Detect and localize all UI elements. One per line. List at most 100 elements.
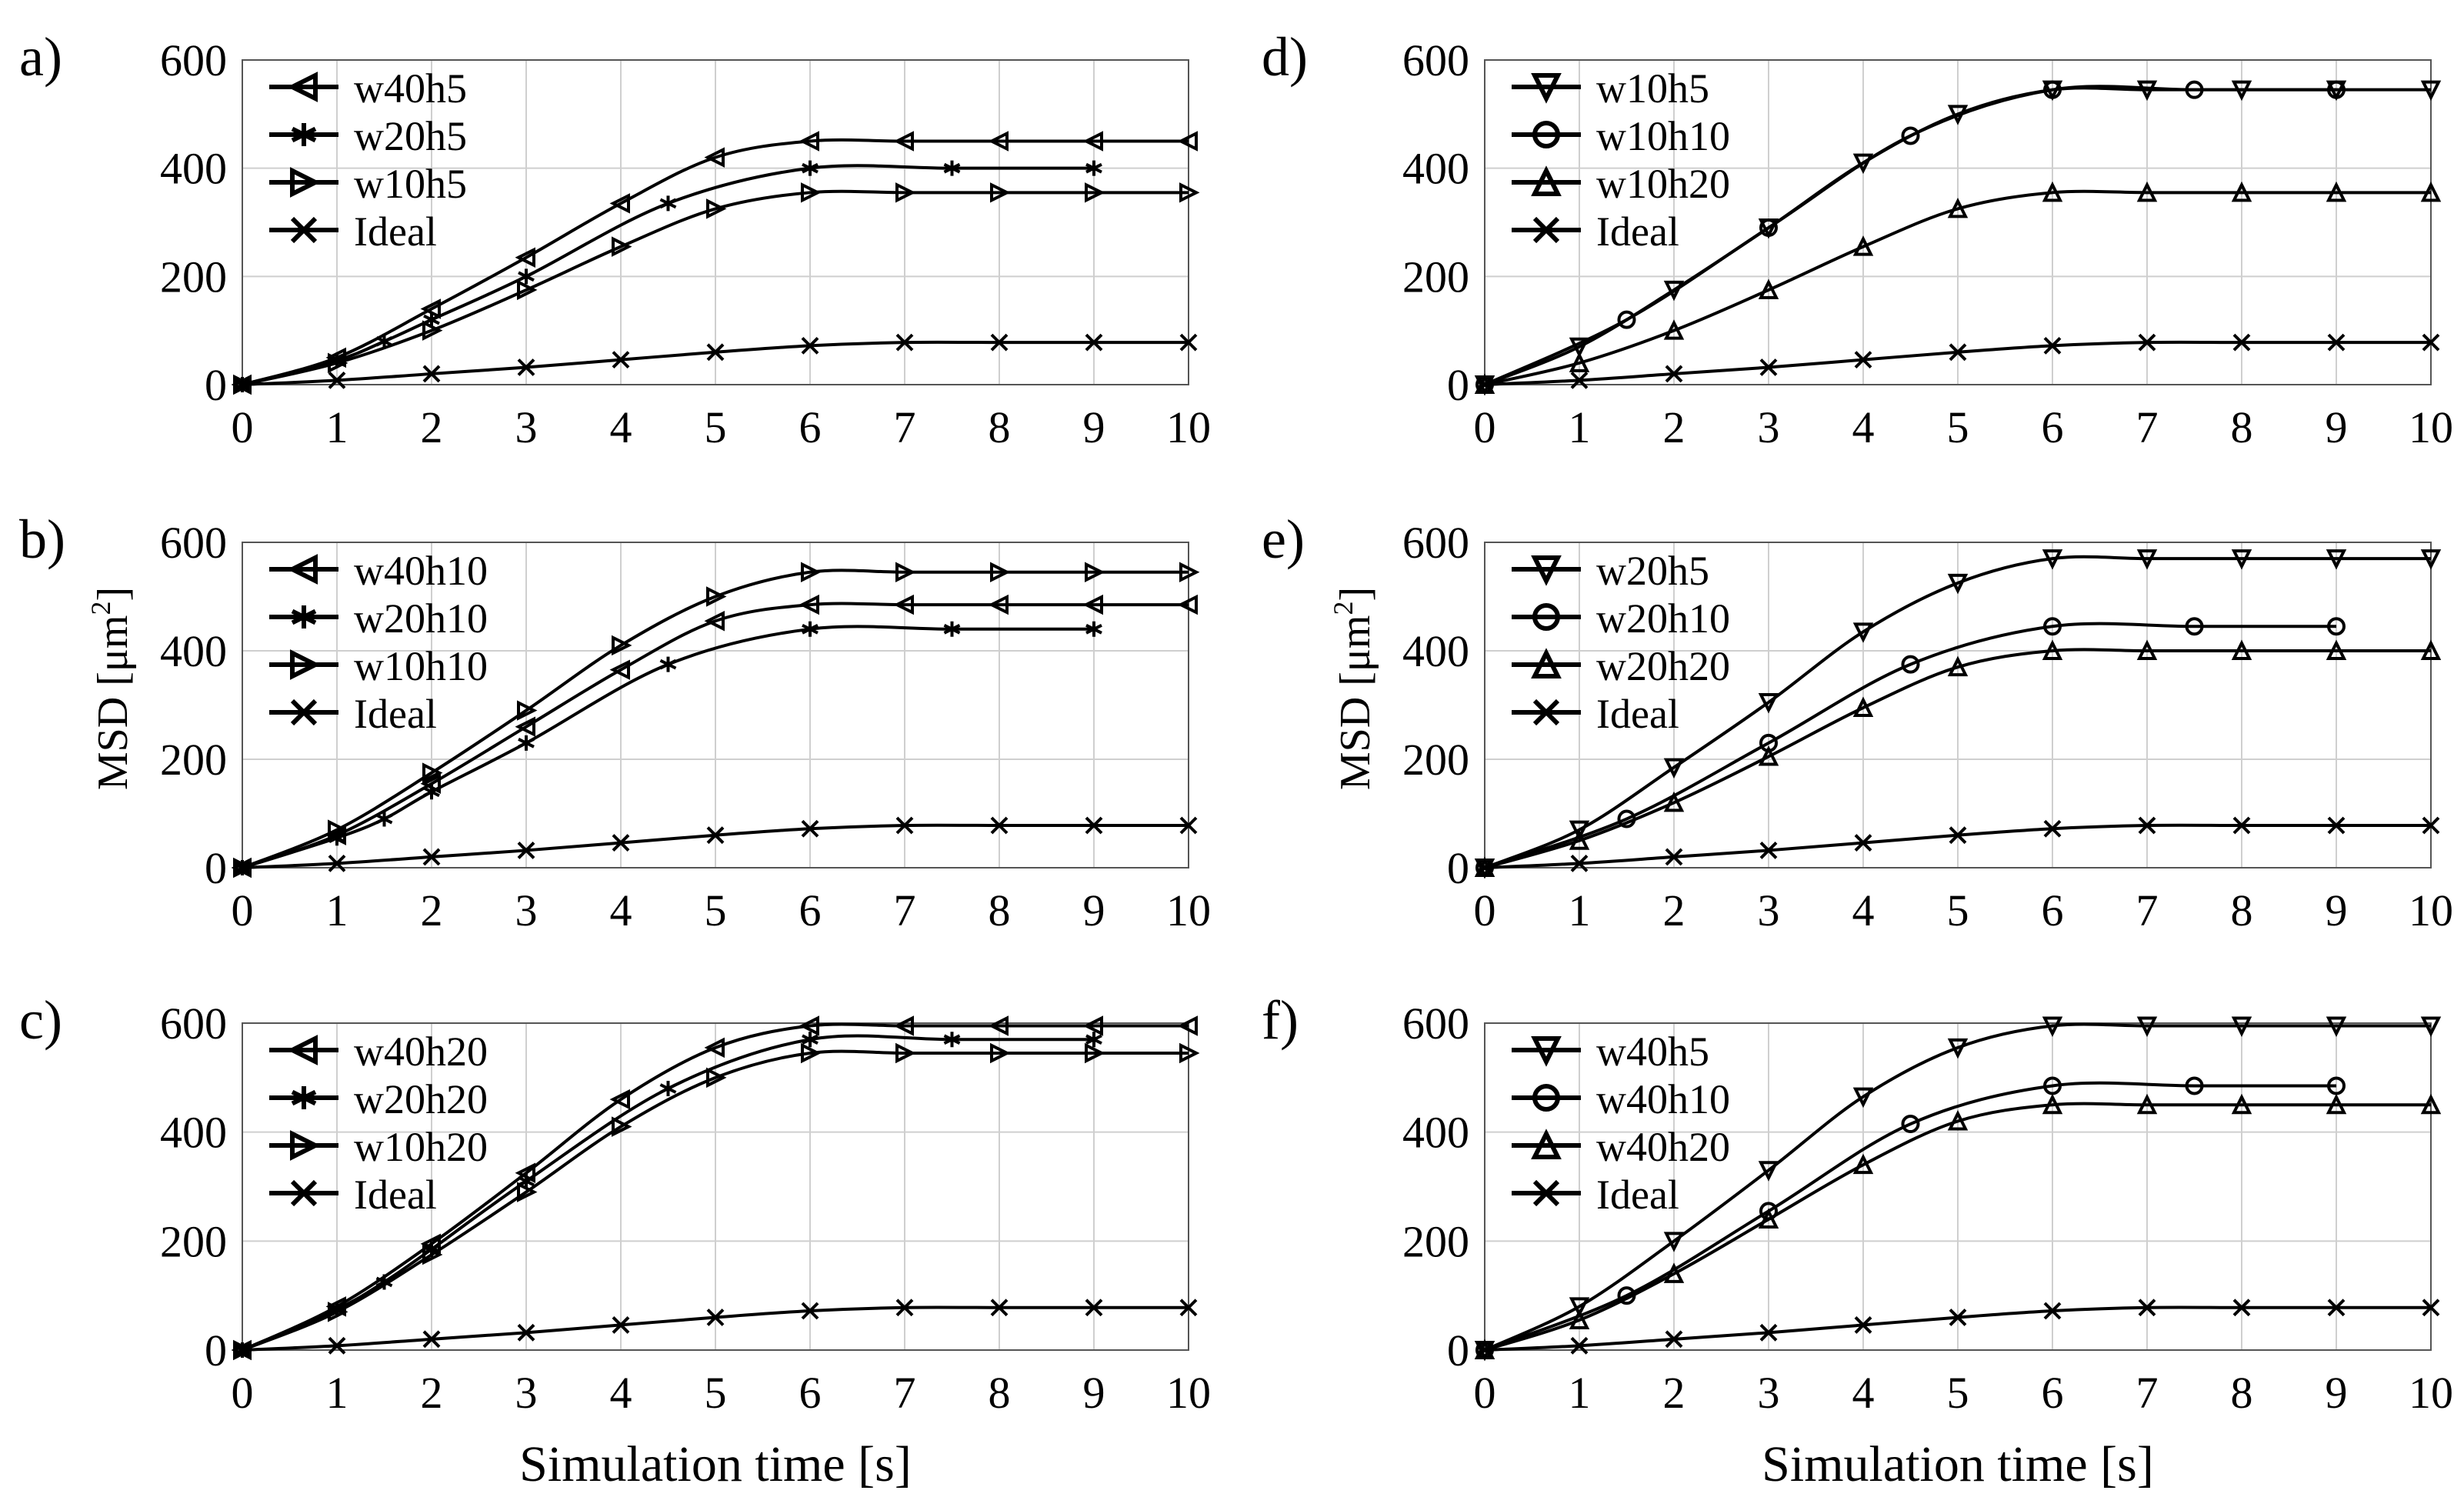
legend-label: Ideal xyxy=(354,1172,437,1218)
legend-entry: Ideal xyxy=(269,691,437,737)
x-tick-label: 4 xyxy=(1852,1368,1875,1418)
legend-marker xyxy=(291,1086,317,1109)
data-point xyxy=(1759,1323,1778,1342)
legend-entry: Ideal xyxy=(269,1172,437,1218)
data-point xyxy=(1854,834,1872,852)
y-tick-label: 400 xyxy=(1402,144,1469,194)
xlabel-left: Simulation time [s] xyxy=(519,1436,912,1492)
x-tick-label: 7 xyxy=(894,402,916,452)
series-w10h10 xyxy=(233,562,1200,879)
data-point xyxy=(2422,1299,2440,1317)
legend-marker xyxy=(291,605,317,628)
data-point xyxy=(1665,1330,1683,1349)
data-point xyxy=(2327,333,2346,352)
data-point xyxy=(988,594,1009,615)
ylabel-right: MSD [μm2] xyxy=(1328,587,1379,790)
data-point xyxy=(1949,826,1967,845)
data-point xyxy=(612,1116,632,1137)
series-line xyxy=(242,568,1189,869)
data-point xyxy=(422,762,443,783)
legend-marker xyxy=(290,167,321,198)
data-point xyxy=(2138,333,2156,352)
chart-panel-b: b) 0 1 2 3 4 5 6 7 8 9 10 0 200 400 600 w40h10w20h10w10h… xyxy=(19,508,1211,935)
legend-marker xyxy=(1531,1129,1562,1159)
series-w10h20 xyxy=(1474,181,2442,394)
x-tick-label: 2 xyxy=(1663,885,1685,935)
panel-label: a) xyxy=(19,26,62,88)
legend-entry: w10h20 xyxy=(269,1124,488,1170)
series-w20h5 xyxy=(234,160,1102,392)
legend-label: w10h5 xyxy=(354,161,467,207)
plot-frame xyxy=(1484,1022,2432,1351)
data-point xyxy=(1569,1297,1590,1318)
data-point xyxy=(517,1323,535,1342)
data-point xyxy=(893,594,914,615)
data-point xyxy=(2327,80,2346,99)
data-point xyxy=(801,1302,819,1320)
x-tick-label: 0 xyxy=(232,402,254,452)
data-point xyxy=(1475,375,1494,394)
legend-label: w10h10 xyxy=(354,643,488,689)
data-point xyxy=(517,279,538,301)
data-point xyxy=(706,1067,727,1089)
data-point xyxy=(1852,1153,1874,1175)
data-point xyxy=(518,735,535,751)
data-point xyxy=(2232,333,2251,352)
legend-entry: Ideal xyxy=(1512,1172,1679,1218)
x-tick-label: 3 xyxy=(515,1368,538,1418)
data-point xyxy=(2185,1076,2204,1095)
data-point xyxy=(328,819,348,840)
data-point xyxy=(1758,1208,1779,1229)
data-point xyxy=(943,621,961,637)
x-tick-label: 6 xyxy=(799,402,822,452)
data-point xyxy=(1475,859,1494,877)
data-point xyxy=(1179,1299,1198,1317)
legend-marker xyxy=(1532,698,1560,726)
data-point xyxy=(328,1336,346,1355)
data-point xyxy=(517,842,535,859)
y-tick-label: 400 xyxy=(160,144,227,194)
data-point xyxy=(375,1274,393,1290)
x-tick-label: 4 xyxy=(610,885,632,935)
data-point xyxy=(659,1081,677,1096)
data-point xyxy=(1947,655,1969,677)
legend-label: Ideal xyxy=(354,691,437,737)
data-point xyxy=(2185,80,2204,99)
data-point xyxy=(895,562,916,583)
series-Ideal xyxy=(1475,1299,2440,1359)
data-point xyxy=(612,351,630,369)
x-tick-label: 9 xyxy=(1083,1368,1105,1418)
data-point xyxy=(988,1015,1009,1036)
data-point xyxy=(609,659,630,680)
x-tick-label: 4 xyxy=(1852,885,1875,935)
legend-label: w20h20 xyxy=(354,1076,488,1122)
data-point xyxy=(2136,1093,2158,1115)
data-point xyxy=(422,365,441,383)
x-tick-label: 2 xyxy=(421,885,443,935)
data-point xyxy=(328,1302,348,1322)
data-point xyxy=(1085,816,1103,835)
data-point xyxy=(612,1316,630,1334)
x-tick-label: 1 xyxy=(326,885,348,935)
x-tick-label: 5 xyxy=(705,402,727,452)
ylabel-right-sup: 2 xyxy=(1328,602,1359,615)
data-point xyxy=(422,1244,443,1265)
x-tick-label: 7 xyxy=(2136,885,2159,935)
legend-marker xyxy=(287,72,318,102)
legend-marker xyxy=(290,698,318,726)
data-point xyxy=(2420,1093,2442,1115)
plot-frame xyxy=(1484,59,2432,385)
y-tick-label: 600 xyxy=(1402,35,1469,85)
data-point xyxy=(1663,758,1685,779)
data-point xyxy=(659,195,677,212)
chart-panel-e: e) 0 1 2 3 4 5 6 7 8 9 10 0 200 400 600 w20h5w20h10w20h2… xyxy=(1262,508,2453,935)
data-point xyxy=(1852,235,1874,256)
data-point xyxy=(2326,639,2347,660)
panel-label: f) xyxy=(1262,989,1299,1051)
y-tick-label: 0 xyxy=(205,360,227,410)
legend-marker xyxy=(1531,555,1562,586)
x-tick-label: 10 xyxy=(1166,402,1211,452)
x-tick-label: 1 xyxy=(1569,885,1591,935)
ylabel-left-main: MSD [μm xyxy=(89,615,137,791)
